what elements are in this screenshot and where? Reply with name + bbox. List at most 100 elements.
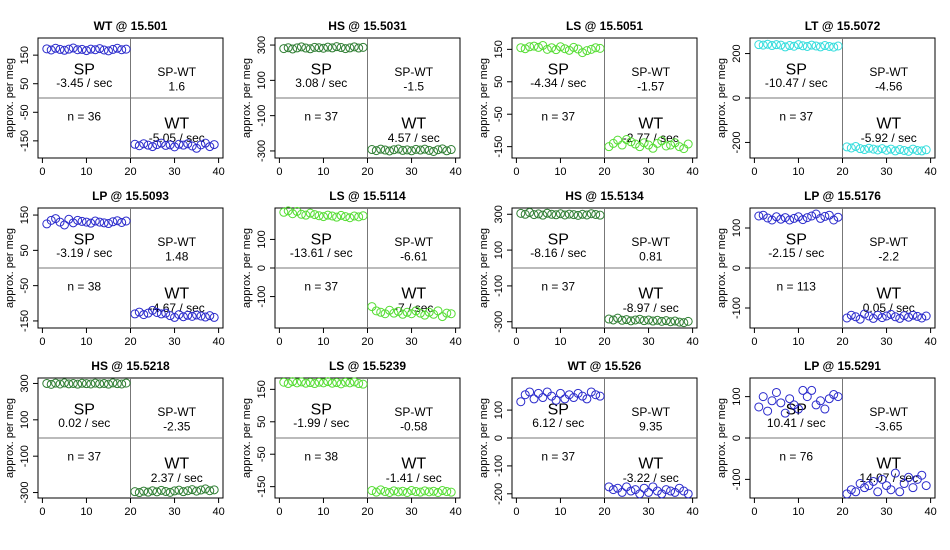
- point: [446, 487, 456, 497]
- point: [895, 487, 905, 497]
- n-label: n = 37: [779, 109, 813, 123]
- sp-rate: 0.02 / sec: [58, 416, 110, 430]
- point: [59, 220, 69, 230]
- point: [551, 210, 561, 220]
- point: [424, 307, 434, 317]
- point: [398, 486, 408, 496]
- x-tick-label: 10: [792, 506, 804, 518]
- point: [877, 313, 887, 323]
- point: [846, 485, 856, 495]
- point: [161, 308, 171, 318]
- diff-value: -0.58: [400, 419, 428, 433]
- sp-rate: -8.16 / sec: [530, 246, 586, 260]
- point: [99, 45, 109, 55]
- point: [542, 44, 552, 54]
- point: [586, 44, 596, 54]
- y-tick-label: -100: [256, 286, 268, 308]
- point: [635, 489, 645, 499]
- point: [842, 313, 852, 323]
- wt-label: WT: [164, 116, 189, 133]
- point: [917, 146, 927, 156]
- point: [292, 43, 302, 53]
- sp-label: SP: [548, 232, 569, 249]
- wt-label: WT: [638, 116, 663, 133]
- point: [908, 144, 918, 154]
- point: [842, 142, 852, 152]
- point: [170, 142, 180, 152]
- point: [117, 217, 127, 227]
- diff-label: SP-WT: [869, 405, 908, 419]
- point: [785, 394, 795, 404]
- point: [314, 211, 324, 221]
- point: [917, 313, 927, 323]
- y-axis-label: approx. per meg: [716, 228, 728, 308]
- point: [134, 307, 144, 317]
- point: [833, 41, 843, 51]
- point: [555, 42, 565, 52]
- point: [95, 44, 105, 54]
- wt-label: WT: [401, 456, 426, 473]
- point: [402, 145, 412, 155]
- point: [564, 45, 574, 55]
- point: [407, 146, 417, 156]
- point: [551, 395, 561, 405]
- point: [411, 306, 421, 316]
- point: [296, 42, 306, 52]
- point: [877, 144, 887, 154]
- point: [912, 145, 922, 155]
- point: [873, 145, 883, 155]
- point: [630, 315, 640, 325]
- point: [51, 378, 61, 388]
- point: [148, 486, 158, 496]
- point: [143, 140, 153, 150]
- point: [577, 48, 587, 58]
- x-tick-label: 40: [212, 506, 224, 518]
- point: [683, 316, 693, 326]
- point: [371, 306, 381, 316]
- y-axis-label: approx. per meg: [716, 398, 728, 478]
- point: [771, 212, 781, 222]
- point: [81, 217, 91, 227]
- chart-title: WT @ 15.526: [568, 359, 642, 373]
- point: [890, 146, 900, 156]
- point: [59, 45, 69, 55]
- point: [340, 377, 350, 387]
- point: [318, 212, 328, 222]
- point: [807, 40, 817, 50]
- point: [846, 310, 856, 320]
- point: [332, 212, 342, 222]
- n-label: n = 37: [304, 279, 338, 293]
- point: [591, 390, 601, 400]
- point: [358, 379, 368, 389]
- point: [165, 487, 175, 497]
- point: [152, 487, 162, 497]
- point: [886, 485, 896, 495]
- point: [358, 211, 368, 221]
- point: [200, 312, 210, 322]
- x-tick-label: 30: [642, 166, 654, 178]
- point: [327, 378, 337, 388]
- point: [538, 393, 548, 403]
- point: [59, 378, 69, 388]
- x-tick-label: 30: [168, 336, 180, 348]
- diff-label: SP-WT: [394, 65, 433, 79]
- point: [442, 308, 452, 318]
- x-tick-label: 10: [80, 166, 92, 178]
- point: [205, 311, 215, 321]
- x-tick-label: 40: [924, 506, 936, 518]
- point: [573, 210, 583, 220]
- point: [921, 145, 931, 155]
- x-tick-label: 0: [39, 166, 45, 178]
- y-tick-label: -200: [493, 483, 505, 505]
- wt-rate: -3.22 / sec: [623, 471, 679, 485]
- y-tick-label: 100: [731, 219, 743, 237]
- x-tick-label: 10: [554, 336, 566, 348]
- point: [873, 310, 883, 320]
- point: [55, 217, 65, 227]
- point: [424, 145, 434, 155]
- point: [139, 139, 149, 149]
- point: [661, 141, 671, 151]
- point: [81, 46, 91, 56]
- point: [209, 485, 219, 495]
- y-tick-label: -300: [256, 140, 268, 162]
